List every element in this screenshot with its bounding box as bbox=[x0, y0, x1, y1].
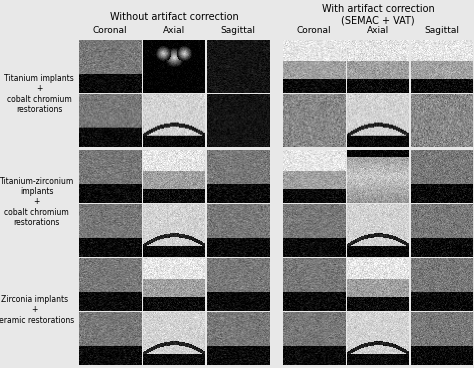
Text: Zirconia implants
+
ceramic restorations: Zirconia implants + ceramic restorations bbox=[0, 295, 74, 325]
Bar bbox=[270, 0, 282, 368]
Text: Without artifact correction: Without artifact correction bbox=[109, 12, 238, 22]
Text: Axial: Axial bbox=[367, 26, 389, 35]
Text: Axial: Axial bbox=[163, 26, 185, 35]
Text: Sagittal: Sagittal bbox=[425, 26, 459, 35]
Text: With artifact correction
(SEMAC + VAT): With artifact correction (SEMAC + VAT) bbox=[322, 4, 434, 26]
Bar bbox=[78, 146, 474, 150]
Bar bbox=[78, 254, 474, 258]
Text: Sagittal: Sagittal bbox=[220, 26, 255, 35]
Text: Coronal: Coronal bbox=[297, 26, 331, 35]
Text: Titanium-zirconium
implants
+
cobalt chromium
restorations: Titanium-zirconium implants + cobalt chr… bbox=[0, 177, 74, 227]
Text: Coronal: Coronal bbox=[93, 26, 128, 35]
Text: Titanium implants
+
cobalt chromium
restorations: Titanium implants + cobalt chromium rest… bbox=[4, 74, 74, 114]
